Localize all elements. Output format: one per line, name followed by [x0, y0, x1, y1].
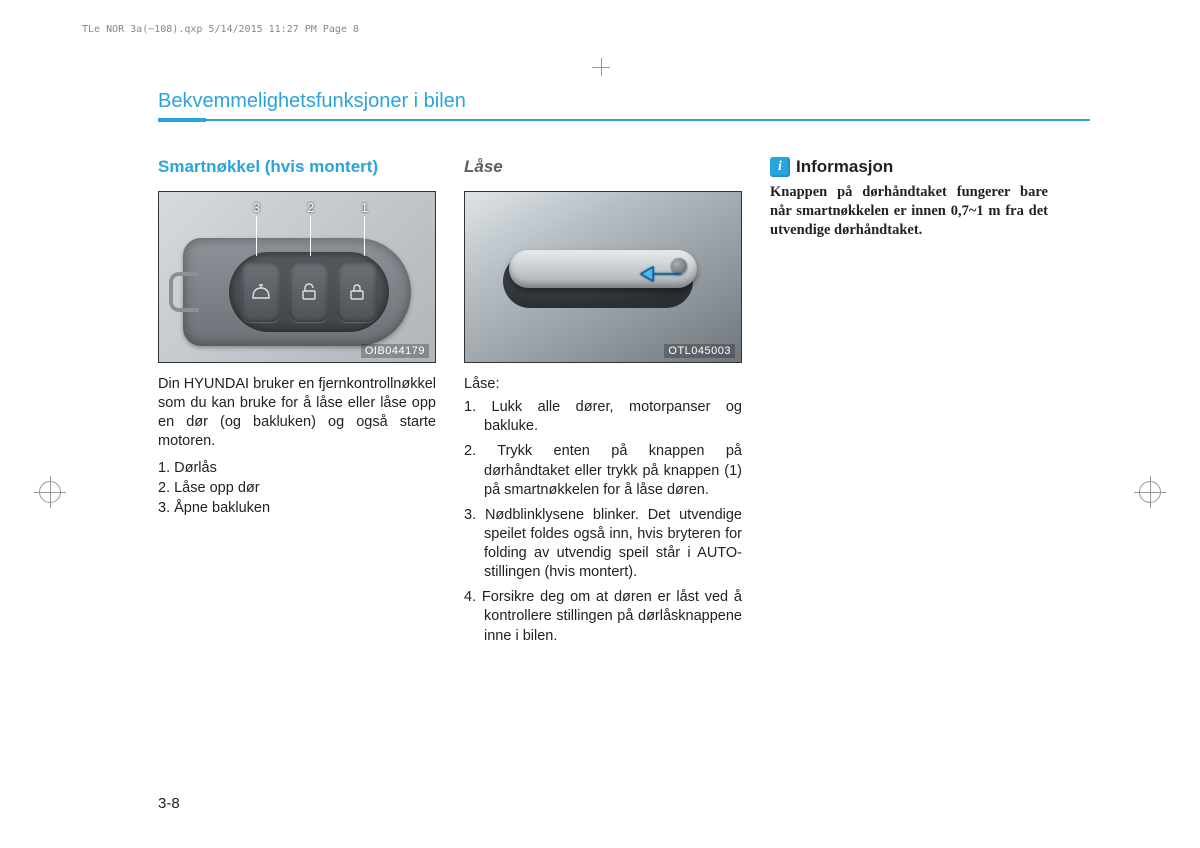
column-2: Låse OTL045003 Låse: 1. Lukk alle dører,… [464, 157, 742, 652]
lock-steps-list: 1. Lukk alle dører, motorpanser og baklu… [464, 398, 742, 646]
callout-1: 1 [361, 200, 368, 215]
columns: Smartnøkkel (hvis montert) [158, 157, 1090, 652]
chapter-title-rule [158, 119, 1090, 121]
key-fob-body [183, 238, 411, 346]
chapter-title: Bekvemmelighetsfunksjoner i bilen [158, 90, 1090, 113]
list-item: 1. Dørlås [158, 460, 436, 476]
list-item: 3. Åpne bakluken [158, 500, 436, 516]
print-metadata-header: TLe NOR 3a(~108).qxp 5/14/2015 11:27 PM … [82, 24, 359, 35]
callout-2-label: 2 [307, 200, 314, 215]
information-heading: i Informasjon [770, 157, 1048, 177]
figure-code-2: OTL045003 [664, 344, 735, 358]
callout-1-label: 1 [361, 200, 368, 215]
callout-2: 2 [307, 200, 314, 215]
crop-mark-right [1134, 476, 1166, 508]
figure-key-fob: 3 2 1 OIB044179 [158, 191, 436, 363]
page-number: 3-8 [158, 795, 180, 812]
list-item: 4. Forsikre deg om at døren er låst ved … [464, 588, 742, 645]
column-1: Smartnøkkel (hvis montert) [158, 157, 436, 652]
lock-subheading: Låse [464, 157, 742, 177]
crop-mark-left [34, 476, 66, 508]
figure-door-handle: OTL045003 [464, 191, 742, 363]
column-3: i Informasjon Knappen på dørhåndtaket fu… [770, 157, 1048, 652]
fob-button-trunk-icon [241, 262, 281, 322]
smartkey-heading: Smartnøkkel (hvis montert) [158, 157, 436, 177]
smartkey-intro-paragraph: Din HYUNDAI bruker en fjernkontrollnøkke… [158, 375, 436, 452]
info-icon: i [770, 157, 790, 177]
lock-lead: Låse: [464, 375, 742, 394]
press-arrow-icon [639, 264, 683, 284]
list-item: 1. Lukk alle dører, motorpanser og baklu… [464, 398, 742, 436]
list-item: 2. Trykk enten på knappen på dørhåndtake… [464, 442, 742, 499]
callout-3: 3 [253, 200, 260, 215]
crop-mark-top [592, 58, 610, 76]
key-fob-ring [169, 272, 199, 312]
list-item: 3. Nødblinklysene blinker. Det utvendige… [464, 506, 742, 583]
page-content: Bekvemmelighetsfunksjoner i bilen Smartn… [158, 90, 1090, 812]
key-fob-button-pad [229, 252, 389, 332]
list-item: 2. Låse opp dør [158, 480, 436, 496]
callout-3-label: 3 [253, 200, 260, 215]
fob-button-unlock-icon [289, 262, 329, 322]
smartkey-function-list: 1. Dørlås 2. Låse opp dør 3. Åpne bakluk… [158, 460, 436, 516]
fob-button-lock-icon [337, 262, 377, 322]
information-heading-label: Informasjon [796, 157, 893, 177]
information-body: Knappen på dørhåndtaket fungerer bare nå… [770, 183, 1048, 240]
figure-code-1: OIB044179 [361, 344, 429, 358]
